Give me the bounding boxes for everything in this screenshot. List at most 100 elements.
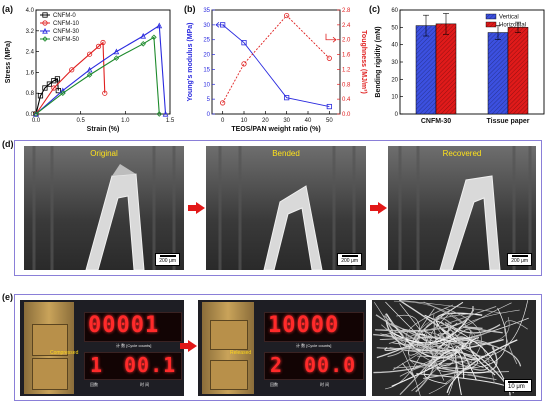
arrow-right-icon — [180, 340, 197, 352]
nanofiber — [423, 300, 529, 357]
series-CNFM-50 — [33, 34, 163, 117]
sem-caption: Original — [90, 149, 118, 158]
data-point — [326, 103, 332, 110]
x-tick-label: 10 — [241, 118, 248, 124]
scale-bar: 200 μm — [507, 253, 532, 266]
sem-image-recovered: Recovered 200 μm — [388, 146, 536, 270]
y-tick-label: 10 — [391, 95, 398, 101]
modulus-toughness-chart: 0 10 20 30 40 50 0 5 10 15 20 25 30 35 0.0 0.4 0.8 1.2 1.6… — [187, 8, 367, 133]
y2-tick-label: 1.2 — [342, 67, 351, 73]
bar — [487, 32, 509, 115]
counter-value: 00.0 — [304, 353, 357, 377]
panel-label-d: (d) — [2, 139, 14, 149]
y-tick-label: 0 — [207, 112, 211, 118]
nanofiber — [385, 313, 473, 359]
data-point — [220, 100, 226, 106]
y-tick-label: 0.0 — [26, 112, 35, 118]
nanofiber — [437, 356, 509, 373]
nanofiber — [373, 339, 452, 374]
counter-value: 00.1 — [124, 353, 177, 377]
panel-label-a: (a) — [2, 4, 13, 14]
cycle-count-display: 00001 — [88, 313, 160, 338]
x-tick-label: 50 — [326, 118, 333, 124]
scale-bar: 10 μm — [504, 379, 532, 392]
cycle-count-display: 10000 — [268, 313, 340, 338]
state-label: Compressed — [50, 350, 79, 356]
legend-label: CNFM-10 — [53, 21, 80, 27]
nanofiber — [408, 308, 458, 356]
x-axis-label: Strain (%) — [87, 126, 120, 133]
y-tick-label: 5 — [207, 97, 211, 103]
y-tick-label: 30 — [203, 23, 210, 29]
legend-label: CNFM-50 — [53, 37, 80, 43]
data-point — [46, 81, 53, 87]
series-line — [35, 36, 160, 115]
legend-label: Horizontal — [499, 23, 526, 29]
nanofiber — [388, 305, 497, 344]
nanofiber — [446, 339, 518, 394]
data-point — [69, 67, 75, 73]
data-point — [100, 39, 106, 46]
bar — [507, 27, 529, 115]
y-tick-label: 30 — [391, 60, 398, 66]
bar — [415, 25, 437, 115]
series-line — [35, 78, 59, 115]
nanofiber — [375, 305, 474, 332]
legend-marker — [42, 12, 48, 18]
y-tick-label: 60 — [391, 8, 398, 14]
nanofiber — [437, 337, 511, 392]
data-point — [60, 90, 66, 96]
sem-panel-frame — [14, 140, 542, 276]
y-tick-label: 4.0 — [26, 8, 35, 14]
arrow-right-icon — [370, 202, 387, 214]
data-point — [113, 48, 120, 55]
panel-label-c: (c) — [369, 4, 380, 14]
nanofiber — [399, 356, 466, 377]
data-point — [95, 43, 102, 50]
legend-label: CNFM-30 — [53, 29, 80, 35]
y2-tick-label: 0.8 — [342, 82, 351, 88]
data-point — [156, 22, 163, 29]
fiber-sem-image: 10 μm — [372, 300, 536, 396]
y-axis-label: Bending rigidity (mN) — [375, 26, 382, 97]
y-tick-label: 40 — [391, 43, 398, 49]
nanofiber — [398, 300, 502, 314]
x-tick-label: 20 — [262, 118, 269, 124]
legend-swatch — [485, 13, 497, 20]
sem-caption: Recovered — [442, 149, 482, 158]
data-point — [86, 72, 93, 78]
bending-rigidity-chart: 0 10 20 30 40 50 60 Bending rigidity (mN) CNFM-3… — [375, 8, 545, 125]
x-tick-label: 1.0 — [121, 118, 130, 124]
nanofiber — [384, 344, 414, 351]
data-point — [241, 61, 247, 67]
y-tick-label: 50 — [391, 25, 398, 31]
nanofiber — [454, 372, 497, 380]
cyclic-test-frame — [14, 294, 542, 401]
nanofiber — [421, 336, 522, 367]
series-Young's modulus — [220, 22, 332, 110]
y2-tick-label: 2.8 — [342, 8, 351, 14]
category-label: CNFM-30 — [421, 118, 451, 125]
y-tick-label: 0 — [395, 112, 399, 118]
right-axis-arrow-icon — [325, 33, 337, 43]
sem-caption: Bended — [272, 149, 300, 158]
data-point — [140, 32, 147, 39]
nanofiber — [374, 302, 421, 396]
y-axis-label: Stress (MPa) — [5, 41, 12, 83]
nanofiber — [411, 357, 444, 392]
series-line — [222, 24, 330, 108]
y-tick-label: 15 — [203, 67, 210, 73]
x-tick-label: 40 — [305, 118, 312, 124]
data-point — [241, 40, 247, 46]
unit-label: 计 数 [Cycle counts] — [296, 343, 332, 348]
nanofiber — [462, 326, 503, 334]
y-tick-label: 2.4 — [26, 50, 35, 56]
y-tick-label: 20 — [203, 53, 210, 59]
sub-label-left: 回数 — [90, 382, 98, 387]
y-axis-label: Young's modulus (MPa) — [187, 23, 194, 102]
left-axis-arrow-icon — [215, 22, 224, 28]
nanofiber — [393, 300, 495, 384]
y2-tick-label: 0.4 — [342, 97, 351, 103]
scale-bar: 200 μm — [155, 253, 180, 266]
y-tick-label: 25 — [203, 38, 210, 44]
